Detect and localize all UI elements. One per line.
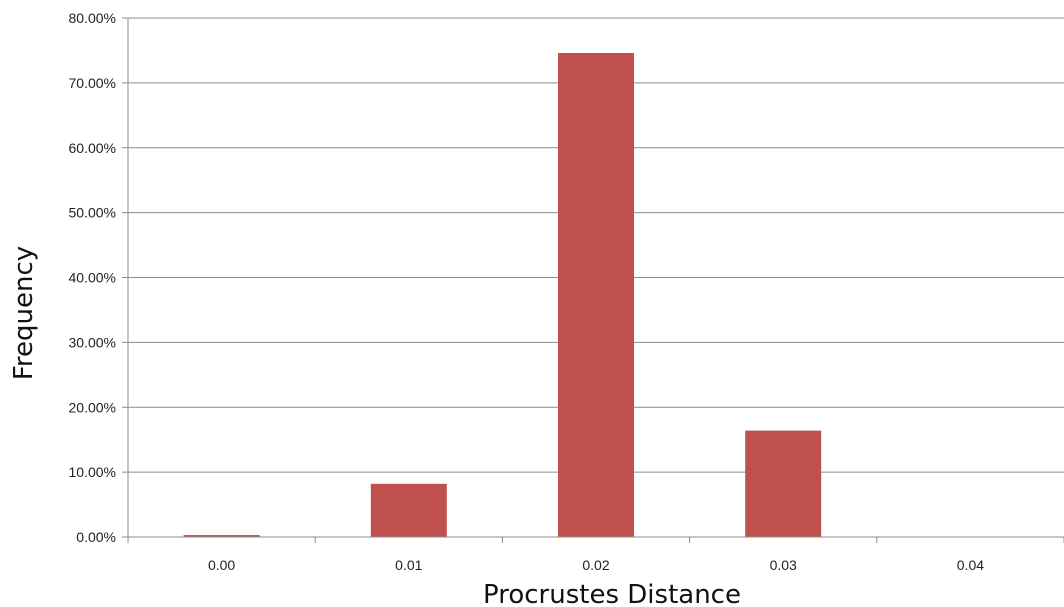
x-axis-title: Procrustes Distance bbox=[483, 580, 741, 607]
x-tick-label: 0.02 bbox=[582, 557, 609, 573]
bar bbox=[558, 53, 634, 537]
bar bbox=[183, 535, 260, 537]
x-tick-label: 0.01 bbox=[395, 557, 422, 573]
y-axis-title: Frequency bbox=[9, 246, 39, 380]
axes bbox=[127, 18, 1064, 543]
y-tick-label: 80.00% bbox=[69, 10, 116, 26]
x-tick-labels: 0.00 0.01 0.02 0.03 0.04 bbox=[208, 557, 984, 573]
y-tick-label: 40.00% bbox=[69, 270, 116, 286]
y-tick-label: 0.00% bbox=[76, 529, 116, 545]
y-tick-labels: 0.00% 10.00% 20.00% 30.00% 40.00% 50.00% 60.00… bbox=[69, 10, 116, 545]
y-tick-label: 20.00% bbox=[69, 399, 116, 415]
y-tick-label: 70.00% bbox=[69, 75, 116, 91]
y-tick-label: 10.00% bbox=[69, 464, 116, 480]
x-tick-label: 0.03 bbox=[770, 557, 797, 573]
x-tick-label: 0.00 bbox=[208, 557, 235, 573]
x-tick-label: 0.04 bbox=[957, 557, 984, 573]
y-tick-label: 30.00% bbox=[69, 334, 116, 350]
bars bbox=[183, 53, 822, 537]
bar bbox=[745, 430, 822, 537]
bar bbox=[370, 483, 447, 537]
y-tick-label: 60.00% bbox=[69, 140, 116, 156]
y-tick-label: 50.00% bbox=[69, 205, 116, 221]
